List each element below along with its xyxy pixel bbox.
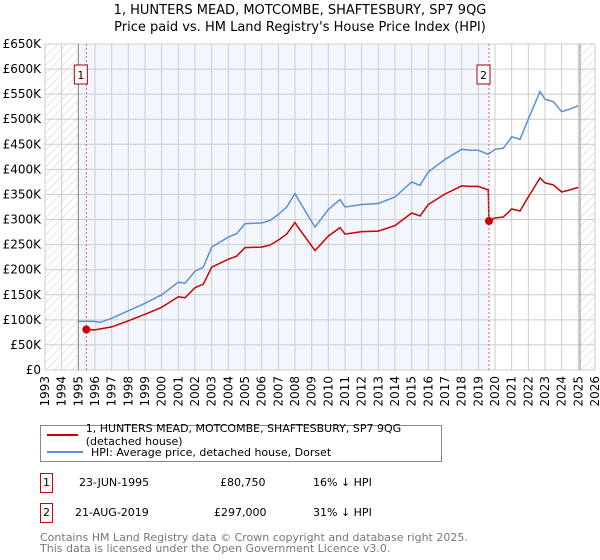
x-tick-label: 2017 (438, 376, 452, 407)
x-tick-label: 2022 (521, 376, 535, 407)
sale-point (485, 217, 493, 226)
transaction-row: 1 23-JUN-1995 £80,750 16% ↓ HPI (40, 473, 440, 493)
x-tick-label: 2013 (371, 376, 385, 407)
y-tick-label: £200K (3, 263, 43, 277)
shaded-period (78, 44, 489, 370)
transaction-date: 21-AUG-2019 (75, 506, 149, 519)
annotation-box (73, 64, 88, 85)
y-tick-label: £550K (3, 87, 43, 101)
x-tick-label: 2010 (321, 376, 335, 407)
x-tick-label: 2019 (471, 376, 485, 407)
y-tick-label: £350K (3, 187, 43, 201)
annotation-box (476, 64, 491, 85)
x-tick-label: 2008 (288, 376, 302, 407)
property-price-line (86, 176, 579, 331)
y-tick-label: £450K (3, 137, 43, 151)
x-tick-label: 2004 (221, 376, 235, 407)
x-tick-label: 2021 (505, 376, 519, 407)
x-tick-label: 2023 (538, 376, 552, 407)
transaction-delta: 16% ↓ HPI (313, 476, 372, 489)
x-tick-label: 2000 (155, 376, 169, 407)
price-chart: 1993 1994 1995 1996 1997 1998 1999 2000 2001 2002… (3, 37, 600, 407)
chart-title: 1, HUNTERS MEAD, MOTCOMBE, SHAFTESBURY, … (113, 3, 487, 18)
x-tick-label: 1994 (55, 376, 69, 407)
x-tick-label: 2014 (388, 376, 402, 407)
legend-item-property: 1, HUNTERS MEAD, MOTCOMBE, SHAFTESBURY, … (41, 422, 441, 448)
x-tick-label: 2009 (305, 376, 319, 407)
x-tick-label: 1996 (88, 376, 102, 407)
legend-label: 1, HUNTERS MEAD, MOTCOMBE, SHAFTESBURY, … (85, 422, 402, 448)
x-tick-label: 2001 (171, 376, 185, 407)
annotation-label: 1 (77, 69, 84, 82)
y-tick-label: £400K (3, 162, 43, 176)
transaction-badge: 1 (40, 473, 53, 493)
footer-licence: This data is licensed under the Open Gov… (40, 542, 391, 555)
x-tick-label: 2016 (421, 376, 435, 407)
legend-item-hpi: HPI: Average price, detached house, Dors… (41, 444, 331, 460)
x-tick-label: 2011 (338, 376, 352, 407)
x-tick-label: 1995 (71, 376, 85, 407)
legend-swatch-red (47, 434, 78, 436)
plot-border (44, 43, 596, 371)
chart-subtitle: Price paid vs. HM Land Registry's House … (114, 20, 486, 35)
transaction-date: 23-JUN-1995 (79, 476, 150, 489)
sale-point (82, 325, 91, 334)
x-tick-label: 1993 (38, 376, 52, 407)
x-tick-label: 2025 (571, 376, 585, 407)
x-tick-label: 2005 (238, 376, 252, 407)
chart-legend: 1, HUNTERS MEAD, MOTCOMBE, SHAFTESBURY, … (40, 422, 442, 462)
x-tick-label: 2006 (255, 376, 269, 407)
y-tick-label: £250K (3, 238, 43, 252)
y-tick-label: £100K (3, 313, 43, 327)
x-tick-label: 2007 (271, 376, 285, 407)
y-tick-label: £50K (10, 338, 42, 352)
hpi-line (78, 90, 579, 324)
transaction-delta: 31% ↓ HPI (313, 506, 372, 519)
x-tick-label: 2015 (405, 376, 419, 407)
x-tick-label: 2020 (488, 376, 502, 407)
x-tick-label: 1997 (105, 376, 119, 407)
y-tick-label: £650K (3, 37, 43, 51)
x-tick-label: 2002 (188, 376, 202, 407)
transaction-price: £80,750 (220, 476, 266, 489)
legend-swatch-blue (47, 451, 83, 453)
transaction-badge: 2 (40, 503, 53, 523)
legend-label: HPI: Average price, detached house, Dors… (91, 445, 332, 459)
y-tick-label: £500K (3, 112, 43, 126)
x-tick-label: 2012 (355, 376, 369, 407)
x-tick-label: 1998 (121, 376, 135, 407)
transaction-row: 2 21-AUG-2019 £297,000 31% ↓ HPI (40, 503, 440, 523)
y-tick-label: £300K (3, 213, 43, 227)
hatched-region (580, 44, 595, 370)
y-tick-label: £600K (3, 62, 43, 76)
y-tick-label: £150K (3, 288, 43, 302)
annotation-label: 2 (480, 69, 487, 82)
footer-copyright: Contains HM Land Registry data © Crown c… (40, 531, 468, 544)
x-tick-label: 2026 (588, 376, 600, 407)
x-tick-label: 2018 (455, 376, 469, 407)
x-tick-label: 1999 (138, 376, 152, 407)
x-tick-label: 2003 (205, 376, 219, 407)
x-tick-label: 2024 (555, 376, 569, 407)
y-tick-label: £0 (26, 363, 41, 377)
transaction-price: £297,000 (214, 506, 267, 519)
